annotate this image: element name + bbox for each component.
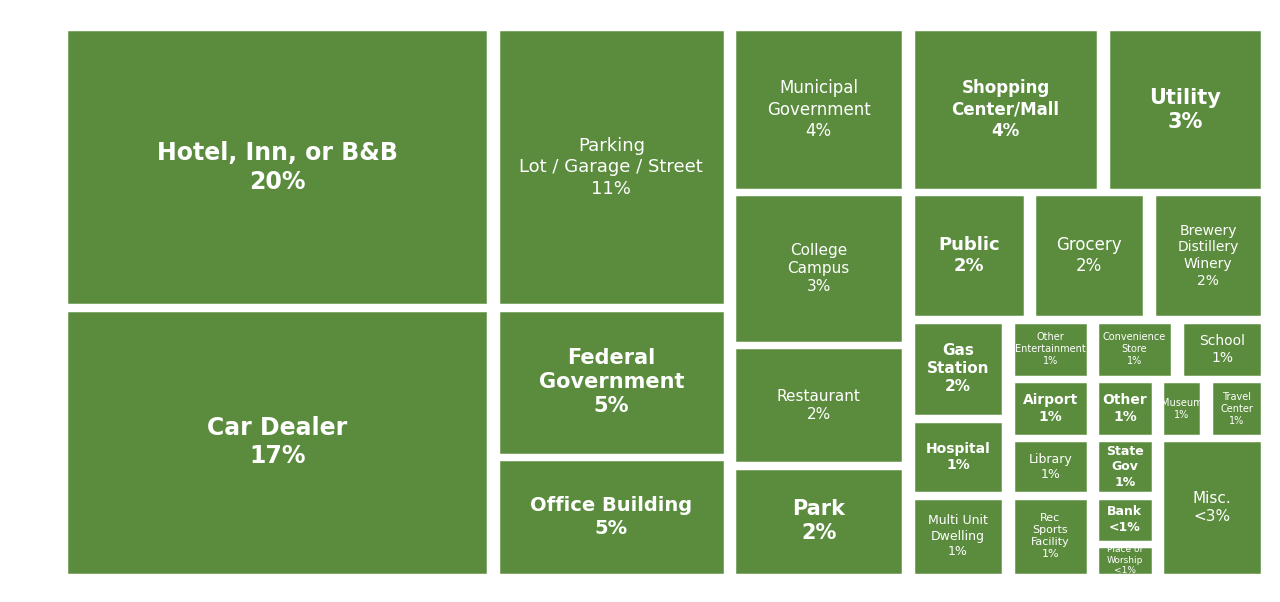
- FancyBboxPatch shape: [1162, 441, 1262, 574]
- FancyBboxPatch shape: [1162, 381, 1201, 436]
- Text: Parking
Lot / Garage / Street
11%: Parking Lot / Garage / Street 11%: [520, 137, 703, 197]
- FancyBboxPatch shape: [498, 309, 724, 455]
- Text: Travel
Center
1%: Travel Center 1%: [1220, 391, 1253, 426]
- Text: School
1%: School 1%: [1199, 334, 1245, 365]
- Text: Municipal
Government
4%: Municipal Government 4%: [767, 79, 870, 140]
- FancyBboxPatch shape: [1211, 381, 1262, 436]
- FancyBboxPatch shape: [1012, 441, 1088, 493]
- FancyBboxPatch shape: [1097, 546, 1153, 574]
- Text: State
Gov
1%: State Gov 1%: [1106, 445, 1144, 489]
- Text: Car Dealer
17%: Car Dealer 17%: [207, 416, 347, 468]
- FancyBboxPatch shape: [67, 29, 488, 305]
- FancyBboxPatch shape: [913, 194, 1025, 317]
- Text: Brewery
Distillery
Winery
2%: Brewery Distillery Winery 2%: [1178, 223, 1239, 288]
- Text: College
Campus
3%: College Campus 3%: [787, 243, 850, 294]
- FancyBboxPatch shape: [67, 309, 488, 574]
- Text: Shopping
Center/Mall
4%: Shopping Center/Mall 4%: [951, 79, 1060, 140]
- FancyBboxPatch shape: [913, 321, 1004, 416]
- FancyBboxPatch shape: [1097, 441, 1153, 493]
- FancyBboxPatch shape: [1012, 321, 1088, 377]
- Text: Misc.
<3%: Misc. <3%: [1193, 491, 1231, 524]
- Text: Gas
Station
2%: Gas Station 2%: [927, 344, 989, 394]
- Text: Museum
1%: Museum 1%: [1161, 397, 1202, 420]
- Text: Public
2%: Public 2%: [938, 236, 1000, 276]
- FancyBboxPatch shape: [1153, 194, 1262, 317]
- FancyBboxPatch shape: [1097, 381, 1153, 436]
- Text: Convenience
Store
1%: Convenience Store 1%: [1103, 332, 1166, 366]
- Text: Federal
Government
5%: Federal Government 5%: [539, 348, 684, 416]
- FancyBboxPatch shape: [913, 421, 1004, 493]
- FancyBboxPatch shape: [735, 29, 904, 190]
- Text: Office Building
5%: Office Building 5%: [530, 496, 692, 538]
- FancyBboxPatch shape: [1108, 29, 1262, 190]
- FancyBboxPatch shape: [1097, 498, 1153, 542]
- Text: Other
1%: Other 1%: [1102, 393, 1147, 424]
- FancyBboxPatch shape: [498, 29, 724, 305]
- Text: Library
1%: Library 1%: [1028, 453, 1073, 481]
- FancyBboxPatch shape: [735, 347, 904, 464]
- Text: Hospital
1%: Hospital 1%: [925, 441, 991, 473]
- Text: Airport
1%: Airport 1%: [1023, 393, 1078, 424]
- Text: Park
2%: Park 2%: [792, 499, 845, 543]
- FancyBboxPatch shape: [1012, 381, 1088, 436]
- FancyBboxPatch shape: [498, 459, 724, 574]
- Text: Hotel, Inn, or B&B
20%: Hotel, Inn, or B&B 20%: [157, 141, 398, 194]
- Text: Other
Entertainment
1%: Other Entertainment 1%: [1015, 332, 1085, 366]
- Text: Bank
<1%: Bank <1%: [1107, 505, 1143, 534]
- FancyBboxPatch shape: [735, 468, 904, 574]
- FancyBboxPatch shape: [1034, 194, 1144, 317]
- Text: Utility
3%: Utility 3%: [1149, 87, 1221, 131]
- FancyBboxPatch shape: [913, 29, 1098, 190]
- FancyBboxPatch shape: [1012, 498, 1088, 574]
- Text: Grocery
2%: Grocery 2%: [1056, 236, 1123, 276]
- FancyBboxPatch shape: [1097, 321, 1172, 377]
- Text: Restaurant
2%: Restaurant 2%: [777, 389, 860, 422]
- FancyBboxPatch shape: [913, 498, 1004, 574]
- FancyBboxPatch shape: [735, 194, 904, 343]
- Text: Rec
Sports
Facility
1%: Rec Sports Facility 1%: [1030, 513, 1070, 559]
- Text: Multi Unit
Dwelling
1%: Multi Unit Dwelling 1%: [928, 514, 988, 558]
- Text: Place of
Worship
<1%: Place of Worship <1%: [1107, 545, 1143, 576]
- FancyBboxPatch shape: [1181, 321, 1262, 377]
